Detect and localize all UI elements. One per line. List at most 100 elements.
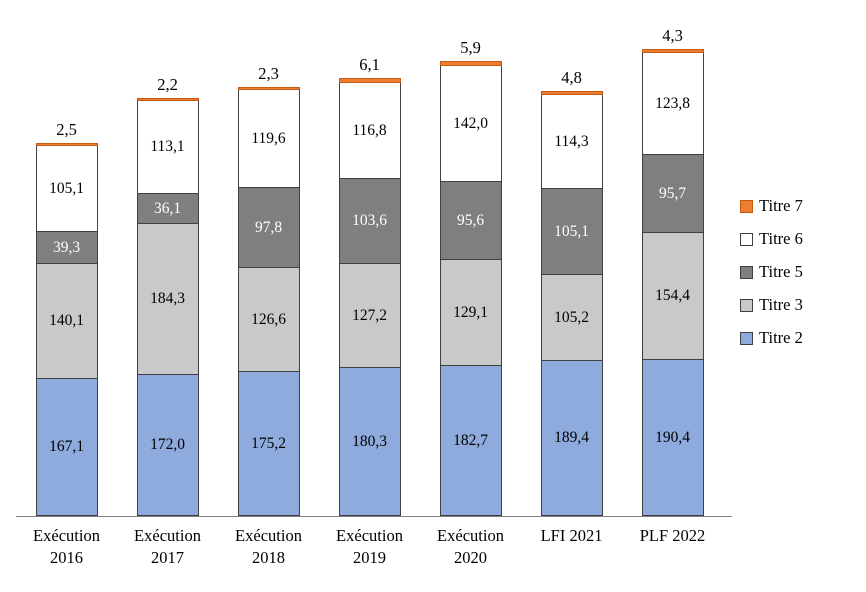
legend-swatch-titre-3 (740, 298, 753, 312)
segment-value-label: 114,3 (554, 132, 589, 150)
bar-segment-titre-6: 116,8 (338, 83, 401, 179)
segment-value-label: 172,0 (150, 436, 185, 454)
legend-item-titre-6: Titre 6 (740, 229, 803, 249)
bar-segment-titre-2: 180,3 (338, 368, 401, 516)
segment-value-label: 142,0 (453, 114, 488, 132)
bar-segment-titre-5: 95,7 (641, 155, 704, 233)
legend-swatch-titre-7 (740, 199, 753, 213)
segment-value-label: 95,6 (456, 211, 485, 229)
legend-item-titre-2: Titre 2 (740, 328, 803, 348)
legend-label: Titre 5 (759, 262, 803, 281)
category-label: Exécution 2016 (33, 526, 100, 568)
legend-swatch-titre-2 (740, 331, 753, 345)
legend-label: Titre 7 (759, 196, 803, 215)
segment-value-label: 190,4 (655, 428, 690, 446)
bar-stack: 4,8 114,3 105,1 105,2 189,4 (540, 68, 603, 516)
bar-segment-titre-3: 184,3 (136, 224, 199, 375)
bar-stack: 2,5 105,1 39,3 140,1 167,1 (35, 120, 98, 516)
category-label: Exécution 2017 (134, 526, 201, 568)
bar-segment-titre-7 (540, 91, 603, 95)
segment-value-label: 175,2 (251, 434, 286, 452)
chart-row: 2,5 105,1 39,3 140,1 167,1 2,2 113,1 36,1 184,3 1… (16, 10, 862, 586)
bar-stack: 2,2 113,1 36,1 184,3 172,0 (136, 75, 199, 516)
legend-item-titre-5: Titre 5 (740, 262, 803, 282)
bar-stack: 6,1 116,8 103,6 127,2 180,3 (338, 55, 401, 516)
bar-segment-titre-2: 175,2 (237, 372, 300, 516)
segment-value-label: 119,6 (251, 129, 286, 147)
bar-segment-titre-5: 39,3 (35, 232, 98, 264)
category-label: LFI 2021 (540, 526, 603, 545)
category-label: Exécution 2020 (437, 526, 504, 568)
bar-segment-titre-7 (237, 87, 300, 90)
bar-segment-titre-7 (338, 78, 401, 83)
segment-value-label: 129,1 (453, 303, 488, 321)
category-axis: Exécution 2016 Exécution 2017 Exécution 20… (16, 517, 723, 570)
segment-value-label: 95,7 (658, 184, 687, 202)
category-label: Exécution 2018 (235, 526, 302, 568)
bar-segment-titre-2: 190,4 (641, 360, 704, 516)
bar-segment-titre-5: 105,1 (540, 189, 603, 275)
bar-segment-titre-3: 140,1 (35, 264, 98, 379)
segment-value-label: 116,8 (352, 121, 387, 139)
segment-value-label: 126,6 (251, 310, 286, 328)
bar-stack: 4,3 123,8 95,7 154,4 190,4 (641, 26, 704, 516)
bar-segment-titre-6: 123,8 (641, 53, 704, 155)
bar-segment-titre-6: 142,0 (439, 66, 502, 182)
bar-segment-titre-2: 172,0 (136, 375, 199, 516)
bar-segment-titre-3: 105,2 (540, 275, 603, 361)
legend-item-titre-3: Titre 3 (740, 295, 803, 315)
bar-segment-titre-5: 103,6 (338, 179, 401, 264)
bar-segment-titre-3: 154,4 (641, 233, 704, 360)
bar-segment-titre-7 (35, 143, 98, 146)
segment-value-label: 154,4 (655, 287, 690, 305)
category-label: Exécution 2019 (336, 526, 403, 568)
category-label: PLF 2022 (639, 526, 706, 545)
bar-segment-titre-7 (136, 98, 199, 101)
segment-value-label: 105,1 (554, 222, 589, 240)
segment-value-label: 39,3 (52, 238, 81, 256)
segment-value-label: 105,1 (49, 179, 84, 197)
bars-plot: 2,5 105,1 39,3 140,1 167,1 2,2 113,1 36,1 184,3 1… (16, 10, 732, 517)
bar-column: 6,1 116,8 103,6 127,2 180,3 (319, 10, 420, 516)
bar-column: 4,3 123,8 95,7 154,4 190,4 (622, 10, 723, 516)
bar-segment-titre-2: 189,4 (540, 361, 603, 516)
bar-segment-titre-3: 127,2 (338, 264, 401, 368)
segment-value-label-outside: 2,3 (258, 64, 279, 83)
segment-value-label: 189,4 (554, 429, 589, 447)
legend-label: Titre 6 (759, 229, 803, 248)
legend-label: Titre 3 (759, 295, 803, 314)
legend-item-titre-7: Titre 7 (740, 196, 803, 216)
legend-swatch-titre-6 (740, 232, 753, 246)
bar-column: 2,5 105,1 39,3 140,1 167,1 (16, 10, 117, 516)
segment-value-label-outside: 5,9 (460, 38, 481, 57)
bar-segment-titre-6: 119,6 (237, 90, 300, 188)
bar-segment-titre-6: 114,3 (540, 95, 603, 189)
bar-column: 5,9 142,0 95,6 129,1 182,7 (420, 10, 521, 516)
segment-value-label: 167,1 (49, 438, 84, 456)
legend-swatch-titre-5 (740, 265, 753, 279)
bar-segment-titre-6: 105,1 (35, 146, 98, 232)
legend: Titre 7 Titre 6 Titre 5 Titre 3 Titre 2 (740, 196, 803, 348)
segment-value-label: 36,1 (153, 199, 182, 217)
segment-value-label-outside: 2,5 (56, 120, 77, 139)
segment-value-label: 184,3 (150, 290, 185, 308)
segment-value-label: 123,8 (655, 94, 690, 112)
bar-segment-titre-2: 182,7 (439, 366, 502, 516)
bar-column: 2,3 119,6 97,8 126,6 175,2 (218, 10, 319, 516)
segment-value-label: 105,2 (554, 308, 589, 326)
segment-value-label: 113,1 (150, 138, 185, 156)
plot-area: 2,5 105,1 39,3 140,1 167,1 2,2 113,1 36,1 184,3 1… (16, 10, 732, 586)
bar-stack: 2,3 119,6 97,8 126,6 175,2 (237, 64, 300, 516)
segment-value-label: 182,7 (453, 431, 488, 449)
legend-label: Titre 2 (759, 328, 803, 347)
segment-value-label-outside: 6,1 (359, 55, 380, 74)
segment-value-label: 180,3 (352, 432, 387, 450)
bar-segment-titre-5: 97,8 (237, 188, 300, 268)
segment-value-label-outside: 2,2 (157, 75, 178, 94)
bar-stack: 5,9 142,0 95,6 129,1 182,7 (439, 38, 502, 516)
bar-segment-titre-2: 167,1 (35, 379, 98, 516)
bar-segment-titre-7 (641, 49, 704, 53)
segment-value-label-outside: 4,3 (662, 26, 683, 45)
segment-value-label: 97,8 (254, 218, 283, 236)
